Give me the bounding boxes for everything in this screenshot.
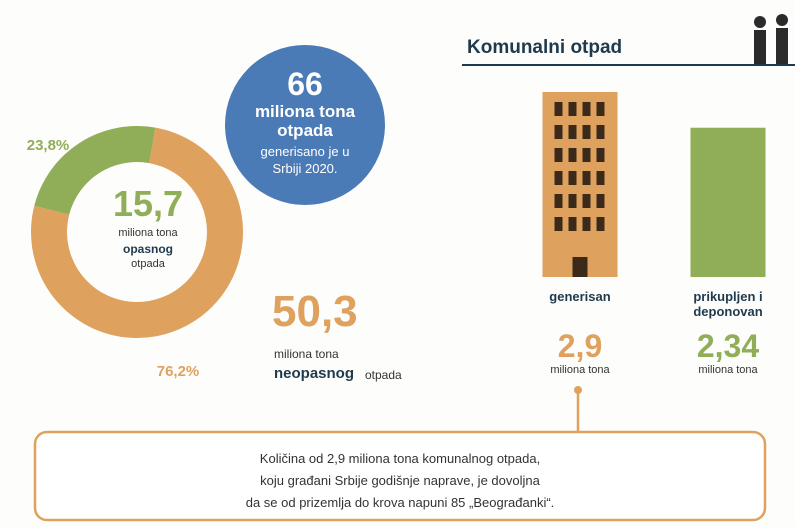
total-text: Srbiji 2020.	[272, 161, 338, 176]
nonhazardous-number: 50,3	[272, 287, 358, 336]
bar	[690, 127, 766, 277]
hazardous-bold: opasnog	[123, 242, 173, 256]
bar-unit: miliona tona	[550, 364, 610, 376]
window	[554, 148, 563, 162]
bar-category: prikupljen i deponovan	[693, 289, 763, 319]
window	[582, 148, 591, 162]
bar	[542, 92, 618, 277]
window	[582, 194, 591, 208]
window	[596, 171, 605, 185]
window	[582, 125, 591, 139]
note-box	[33, 430, 767, 522]
window	[568, 194, 577, 208]
window	[596, 102, 605, 116]
total-text: miliona tona	[254, 102, 356, 121]
note-line: koju građani Srbije godišnje naprave, je…	[260, 473, 540, 488]
people-icon	[754, 14, 788, 64]
note-line: Količina od 2,9 miliona tona komunalnog …	[259, 451, 541, 466]
window	[568, 125, 577, 139]
total-number: 66	[287, 66, 323, 102]
window	[596, 148, 605, 162]
bar-title: Komunalni otpad	[467, 37, 623, 58]
total-text: generisano je u	[260, 144, 350, 159]
nonhazardous-unit: miliona tona	[274, 347, 339, 361]
bar-unit: miliona tona	[698, 364, 758, 376]
window	[568, 217, 577, 231]
window	[554, 171, 563, 185]
window	[582, 217, 591, 231]
donut-label: 76,2%	[156, 363, 200, 380]
total-circle	[225, 45, 385, 205]
bar-category: generisan	[549, 289, 611, 304]
bar-value: 2,34	[696, 328, 760, 364]
window	[568, 148, 577, 162]
donut-label: 23,8%	[26, 137, 70, 154]
window	[582, 171, 591, 185]
donut-segment	[30, 127, 244, 338]
window	[554, 217, 563, 231]
nonhazardous-bold: neopasnog	[274, 365, 355, 382]
note-line: da se od prizemlja do krova napuni 85 „B…	[245, 495, 555, 510]
window	[568, 171, 577, 185]
window	[568, 102, 577, 116]
door	[572, 257, 588, 277]
window	[596, 217, 605, 231]
window	[554, 102, 563, 116]
window	[596, 125, 605, 139]
hazardous-number: 15,7	[112, 183, 184, 224]
donut-segment	[34, 126, 156, 215]
connector-dot	[574, 386, 582, 394]
window	[554, 125, 563, 139]
total-text: otpada	[277, 121, 333, 140]
nonhazardous-tail: otpada	[365, 368, 402, 382]
bar-value: 2,9	[557, 328, 603, 364]
window	[554, 194, 563, 208]
hazardous-unit: miliona tona	[118, 227, 178, 239]
hazardous-tail: otpada	[131, 258, 165, 270]
window	[596, 194, 605, 208]
window	[582, 102, 591, 116]
